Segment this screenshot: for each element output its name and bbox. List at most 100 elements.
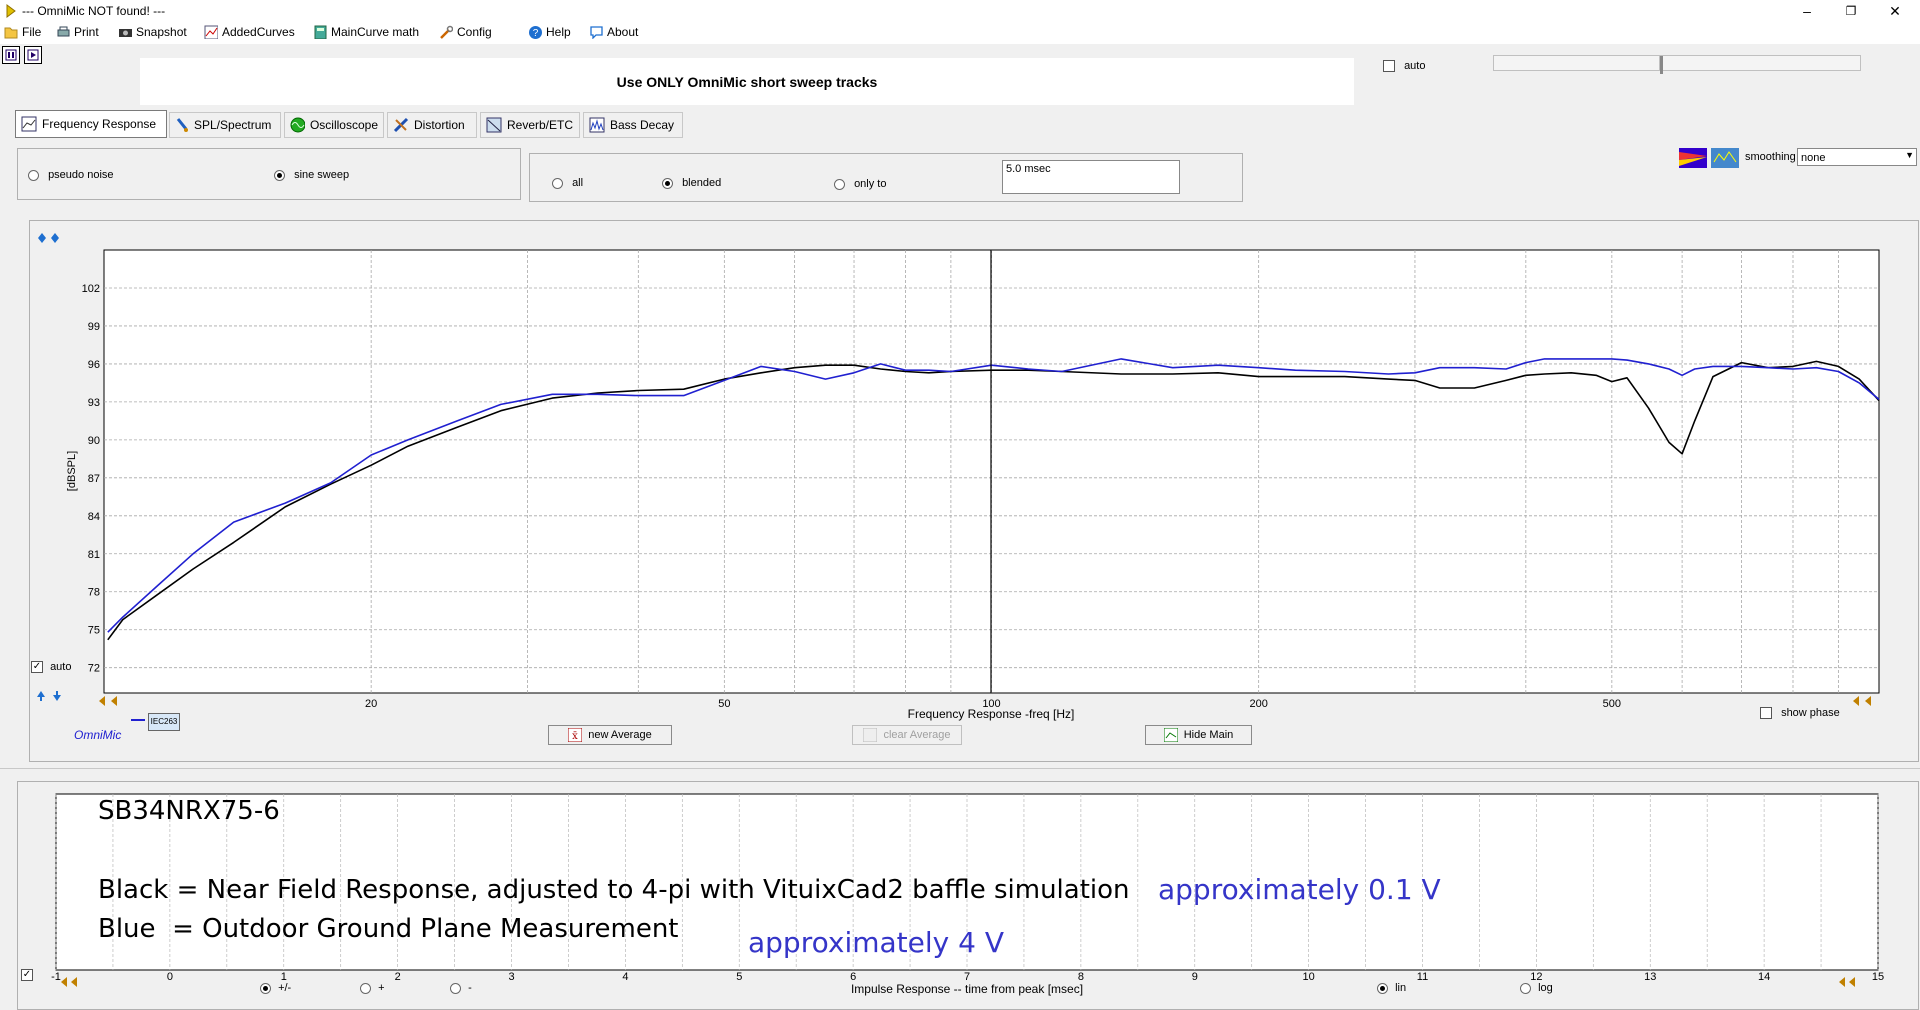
splitter[interactable] — [0, 768, 1920, 781]
zoom-arrows-icon — [38, 233, 59, 243]
iec-badge[interactable]: IEC263 — [148, 713, 180, 731]
impulse-auto-box[interactable]: ✓ — [21, 969, 33, 982]
impulse-scroll-right[interactable] — [1838, 976, 1862, 988]
polarity-plus-radio[interactable] — [360, 982, 371, 994]
x-tick-label: 20 — [365, 698, 377, 710]
lin-option[interactable]: lin — [1377, 982, 1406, 994]
slider-thumb[interactable] — [1660, 56, 1663, 74]
tab-frequency-response[interactable]: Frequency Response — [15, 110, 167, 138]
polarity-plus-option[interactable]: + — [360, 982, 385, 994]
black-curve-series — [107, 360, 1880, 641]
play-button[interactable] — [24, 46, 42, 64]
show-phase-checkbox[interactable]: show phase — [1760, 707, 1840, 720]
sine-sweep-option[interactable]: sine sweep — [274, 169, 349, 181]
minimize-button[interactable]: – — [1803, 3, 1811, 19]
curves-icon — [204, 25, 218, 39]
menu-config[interactable]: Config — [439, 25, 492, 39]
impulse-tick-label: 12 — [1530, 971, 1542, 983]
tab-oscilloscope[interactable]: Oscilloscope — [284, 112, 384, 138]
y-tick-labels: 72 75 78 81 84 87 90 93 96 99 102 — [82, 283, 100, 675]
gating-blended-label: blended — [682, 177, 722, 189]
x-scroll-right-buttons[interactable] — [1852, 695, 1882, 707]
waterfall-button[interactable] — [1711, 148, 1739, 168]
bass-decay-icon — [589, 117, 605, 133]
menu-help-label: Help — [546, 25, 571, 39]
left-right-arrows-icon — [1839, 977, 1855, 987]
auto-top-box[interactable] — [1383, 60, 1395, 73]
tab-spl-spectrum[interactable]: SPL/Spectrum — [169, 112, 281, 138]
x-scroll-left-buttons[interactable] — [98, 695, 128, 707]
show-phase-box[interactable] — [1760, 707, 1772, 720]
legend-line — [131, 719, 145, 721]
impulse-tick-label: 10 — [1303, 971, 1315, 983]
lin-radio[interactable] — [1377, 982, 1388, 994]
tab-reverb-etc[interactable]: Reverb/ETC — [480, 112, 580, 138]
y-axis-label: [dBSPL] — [66, 451, 78, 491]
impulse-tick-label: -1 — [51, 971, 61, 983]
pause-button[interactable] — [2, 46, 20, 64]
svg-text:?: ? — [533, 28, 539, 39]
hide-main-button[interactable]: Hide Main — [1145, 725, 1252, 745]
menu-about[interactable]: About — [589, 25, 638, 39]
log-radio[interactable] — [1520, 982, 1531, 994]
new-average-button[interactable]: x̄ new Average — [548, 725, 672, 745]
log-option[interactable]: log — [1520, 982, 1553, 994]
polarity-minus-radio[interactable] — [450, 982, 461, 994]
impulse-scroll-left[interactable] — [60, 976, 84, 988]
polarity-minus-option[interactable]: - — [450, 982, 472, 994]
y-tick-label: 81 — [88, 549, 100, 561]
gating-blended-option[interactable]: blended — [662, 177, 721, 189]
level-slider-right[interactable] — [1659, 55, 1861, 74]
menu-maincurve-math-label: MainCurve math — [331, 25, 420, 39]
auto-top-checkbox[interactable]: auto — [1383, 60, 1425, 73]
smoothing-select[interactable]: none ▼ — [1797, 148, 1917, 166]
gating-only-to-radio[interactable] — [834, 178, 845, 190]
zoom-y-buttons[interactable] — [35, 231, 65, 247]
sine-sweep-radio[interactable] — [274, 169, 285, 181]
impulse-tick-label: 6 — [850, 971, 856, 983]
menu-addedcurves[interactable]: AddedCurves — [204, 25, 295, 39]
auto-y-box[interactable]: ✓ — [31, 661, 43, 674]
y-tick-label: 78 — [88, 587, 100, 599]
color-spectrum-button[interactable] — [1679, 148, 1707, 168]
impulse-tick-label: 0 — [167, 971, 173, 983]
blue-note-2: approximately 4 V — [748, 926, 1004, 959]
gating-only-to-option[interactable]: only to — [834, 178, 886, 190]
menu-help[interactable]: ? Help — [528, 25, 571, 39]
polarity-plusminus-radio[interactable] — [260, 982, 271, 994]
polarity-plusminus-option[interactable]: +/- — [260, 982, 291, 994]
menu-file[interactable]: File — [4, 25, 41, 39]
new-average-label: new Average — [588, 729, 652, 741]
pseudo-noise-radio[interactable] — [28, 169, 39, 181]
tab-bass-decay[interactable]: Bass Decay — [583, 112, 683, 138]
oscilloscope-icon — [290, 117, 305, 133]
pseudo-noise-option[interactable]: pseudo noise — [28, 169, 114, 181]
menu-maincurve-math[interactable]: MainCurve math — [313, 25, 419, 39]
tab-distortion[interactable]: Distortion — [387, 112, 477, 138]
clear-average-button[interactable]: clear Average — [852, 725, 962, 745]
menu-about-label: About — [607, 25, 639, 39]
impulse-tick-label: 5 — [736, 971, 742, 983]
close-button[interactable]: ✕ — [1889, 3, 1901, 19]
sine-sweep-label: sine sweep — [294, 169, 350, 181]
impulse-tick-label: 8 — [1078, 971, 1084, 983]
y-tick-label: 72 — [88, 663, 100, 675]
auto-y-checkbox[interactable]: ✓ auto — [31, 661, 71, 674]
chevron-down-icon: ▼ — [1905, 150, 1914, 160]
y-tick-label: 87 — [88, 473, 100, 485]
help-icon: ? — [529, 26, 542, 39]
play-icon — [27, 49, 39, 61]
gating-all-radio[interactable] — [552, 177, 563, 189]
gating-blended-radio[interactable] — [662, 177, 673, 189]
gate-time-input[interactable]: 5.0 msec — [1002, 160, 1180, 194]
impulse-tick-label: 14 — [1758, 971, 1770, 983]
restore-button[interactable]: ❐ — [1845, 4, 1857, 18]
menu-snapshot[interactable]: Snapshot — [118, 25, 187, 39]
y-scroll-buttons[interactable] — [36, 689, 68, 703]
impulse-auto-checkbox[interactable]: ✓ — [21, 969, 33, 982]
impulse-tick-label: 2 — [395, 971, 401, 983]
menu-print[interactable]: Print — [56, 25, 99, 39]
gating-all-option[interactable]: all — [552, 177, 583, 189]
